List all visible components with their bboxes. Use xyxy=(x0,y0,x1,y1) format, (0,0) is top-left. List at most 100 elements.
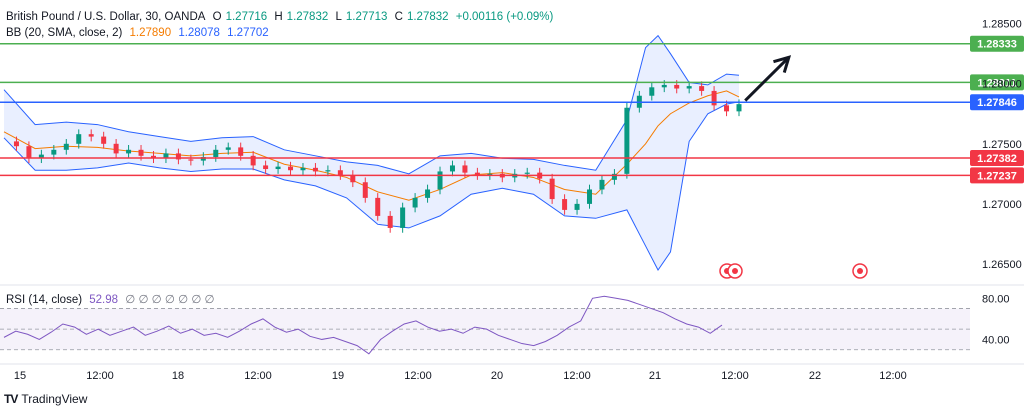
symbol-header: British Pound / U.S. Dollar, 30, OANDA O… xyxy=(6,11,557,23)
time-tick-label: 19 xyxy=(332,370,344,382)
level-label: 1.28011 xyxy=(977,77,1016,89)
price-tick-label: 1.28500 xyxy=(982,19,1022,31)
price-tick-label: 1.27000 xyxy=(982,199,1022,211)
high-label: H xyxy=(274,11,283,23)
rsi-legend[interactable]: RSI (14, close) 52.98 ∅ ∅ ∅ ∅ ∅ ∅ ∅ xyxy=(6,292,219,306)
candle-body xyxy=(38,154,44,159)
candle-body xyxy=(288,166,294,171)
candle-body xyxy=(487,173,493,176)
candle-body xyxy=(387,215,393,228)
rsi-value: 52.98 xyxy=(89,294,119,306)
candle-body xyxy=(63,143,69,150)
candle-body xyxy=(474,172,480,176)
candle-body xyxy=(350,175,356,183)
rsi-pane: 80.00 40.00 xyxy=(0,293,1010,355)
time-tick-label: 12:00 xyxy=(721,370,749,382)
time-tick-label: 15 xyxy=(14,370,26,382)
candle-body xyxy=(362,182,368,198)
time-tick-label: 12:00 xyxy=(879,370,907,382)
candle-body xyxy=(437,171,443,190)
low-value: 1.27713 xyxy=(345,11,388,23)
time-tick-label: 12:00 xyxy=(244,370,272,382)
candle-body xyxy=(101,136,107,144)
brand-name: TradingView xyxy=(21,392,88,406)
candle-body xyxy=(225,147,231,150)
candle-body xyxy=(238,147,244,156)
arrow-shaft xyxy=(744,56,790,102)
candle-body xyxy=(312,167,318,172)
candle-body xyxy=(275,166,281,170)
close-value: 1.27832 xyxy=(406,11,449,23)
bollinger-band-lines xyxy=(3,34,740,271)
candle-body xyxy=(375,197,381,216)
level-label-box xyxy=(970,94,1024,111)
rsi-label: RSI (14, close) xyxy=(6,294,83,306)
tradingview-brand[interactable]: TV TradingView xyxy=(4,392,87,406)
arrow-head xyxy=(773,55,792,74)
candle-body xyxy=(200,157,206,161)
bb-lower-value: 1.27702 xyxy=(227,27,269,39)
candle-body xyxy=(300,167,306,171)
rsi-line xyxy=(3,295,723,355)
time-tick-label: 20 xyxy=(491,370,503,382)
open-label: O xyxy=(212,11,222,23)
close-label: C xyxy=(394,11,403,23)
level-label: 1.28333 xyxy=(977,39,1017,51)
candle-body xyxy=(263,165,269,170)
candle-body xyxy=(138,149,144,156)
level-label: 1.27382 xyxy=(977,153,1017,165)
rsi-tick-label: 80.00 xyxy=(982,293,1010,305)
candle-body xyxy=(462,165,468,173)
candle-body xyxy=(88,134,94,137)
candle-body xyxy=(549,178,555,200)
candle-body xyxy=(711,90,717,106)
candle-body xyxy=(524,172,530,174)
bb-lower-line xyxy=(3,101,740,271)
candle-body xyxy=(76,134,82,144)
candle-body xyxy=(126,149,132,154)
bb-basis-value: 1.27890 xyxy=(129,27,172,39)
candle-body xyxy=(661,84,667,88)
candle-body xyxy=(188,159,194,161)
candle-body xyxy=(649,87,655,96)
price-tick-label: 1.28000 xyxy=(982,79,1022,91)
candle-body xyxy=(425,189,431,198)
candle-body xyxy=(699,86,705,91)
rsi-placeholders: ∅ ∅ ∅ ∅ ∅ ∅ ∅ xyxy=(125,294,215,306)
candle-body xyxy=(175,153,181,160)
candle-body xyxy=(674,84,680,89)
bb-label: BB (20, SMA, close, 2) xyxy=(6,27,123,39)
high-value: 1.27832 xyxy=(286,11,329,23)
candle-body xyxy=(724,105,730,112)
candle-body xyxy=(213,149,219,158)
price-tick-label: 1.26500 xyxy=(982,259,1022,271)
time-tick-label: 22 xyxy=(809,370,821,382)
candle-body xyxy=(13,141,19,147)
low-label: L xyxy=(335,11,342,23)
change-value: +0.00116 (+0.09%) xyxy=(455,11,554,23)
candle-body xyxy=(587,189,593,204)
bb-upper-value: 1.28078 xyxy=(178,27,220,39)
level-label: 1.27846 xyxy=(977,97,1017,109)
rsi-tick-label: 40.00 xyxy=(982,334,1010,346)
candle-body xyxy=(599,179,605,190)
time-tick-label: 21 xyxy=(649,370,661,382)
candle-body xyxy=(51,149,57,155)
time-tick-label: 12:00 xyxy=(563,370,591,382)
candle-body xyxy=(449,165,455,172)
time-tick-label: 12:00 xyxy=(86,370,114,382)
candle-body xyxy=(562,199,568,210)
horizontal-levels: 1.28333 1.28011 1.27846 1.27382 1.27237 xyxy=(0,35,1024,184)
level-label: 1.27237 xyxy=(977,170,1017,182)
event-markers[interactable] xyxy=(719,263,868,279)
candle-body xyxy=(163,153,169,159)
candle-body xyxy=(574,203,580,210)
price-tick-label: 1.27500 xyxy=(982,139,1022,151)
level-label-box xyxy=(970,149,1024,166)
level-label-box xyxy=(970,74,1024,91)
symbol-title: British Pound / U.S. Dollar, 30, OANDA xyxy=(6,11,206,23)
level-label-box xyxy=(970,167,1024,184)
bb-legend[interactable]: BB (20, SMA, close, 2) 1.27890 1.28078 1… xyxy=(6,27,273,39)
projection-arrow xyxy=(744,55,792,102)
